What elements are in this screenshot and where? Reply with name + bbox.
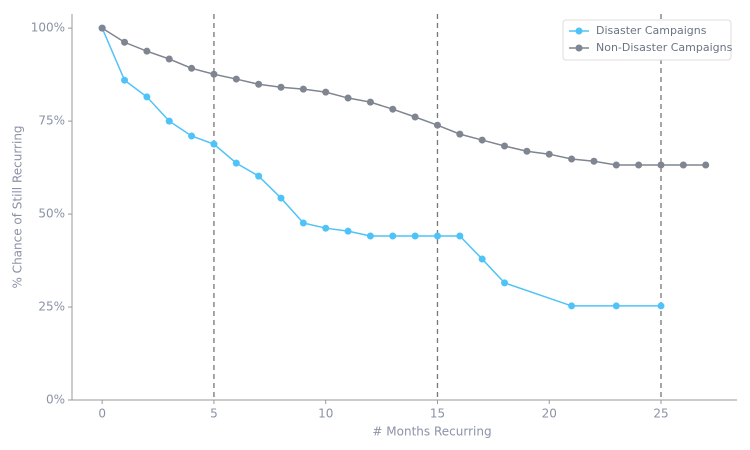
data-point xyxy=(635,161,643,169)
legend-box xyxy=(562,19,732,61)
x-tick-label: 15 xyxy=(430,407,445,421)
data-point xyxy=(188,132,196,140)
data-point xyxy=(523,147,531,155)
data-point xyxy=(657,161,665,169)
series-line xyxy=(101,27,661,307)
data-point xyxy=(232,75,240,83)
data-point xyxy=(322,224,330,232)
data-point xyxy=(657,302,665,310)
legend-label: Disaster Campaigns xyxy=(596,24,707,37)
data-point xyxy=(702,161,710,169)
legend: Disaster Campaigns Non-Disaster Campaigns xyxy=(562,19,733,61)
data-point xyxy=(456,130,464,138)
data-point xyxy=(366,232,374,240)
y-tick-label: 75% xyxy=(38,114,65,128)
data-point xyxy=(679,161,687,169)
data-point xyxy=(478,255,486,263)
data-point xyxy=(188,64,196,72)
data-point xyxy=(210,70,218,78)
data-point xyxy=(389,232,397,240)
x-tick-label: 25 xyxy=(653,407,668,421)
data-point xyxy=(501,142,509,150)
data-point xyxy=(121,38,129,46)
x-tick-label: 0 xyxy=(98,407,106,421)
legend-label: Non-Disaster Campaigns xyxy=(596,41,733,54)
data-point xyxy=(433,121,441,129)
data-point xyxy=(143,47,151,55)
y-tick-label: 25% xyxy=(38,300,65,314)
series-line xyxy=(101,27,706,166)
x-tick-label: 5 xyxy=(210,407,218,421)
data-point xyxy=(433,232,441,240)
data-point xyxy=(344,94,352,102)
data-point xyxy=(277,194,285,202)
data-point xyxy=(98,24,106,32)
data-point xyxy=(232,159,240,167)
data-point xyxy=(165,117,173,125)
data-point xyxy=(165,55,173,63)
data-point xyxy=(277,83,285,91)
data-point xyxy=(411,232,419,240)
data-point xyxy=(389,105,397,113)
data-point xyxy=(299,85,307,93)
data-point xyxy=(121,76,129,84)
legend-marker xyxy=(575,27,583,35)
data-point xyxy=(322,88,330,96)
x-tick-label: 20 xyxy=(542,407,557,421)
data-point xyxy=(143,93,151,101)
data-point xyxy=(255,80,263,88)
data-point xyxy=(612,161,620,169)
data-point xyxy=(344,227,352,235)
data-point xyxy=(545,150,553,158)
y-tick-label: 100% xyxy=(31,21,65,35)
data-point xyxy=(568,155,576,163)
data-point xyxy=(411,113,419,121)
data-point xyxy=(478,136,486,144)
data-point xyxy=(568,302,576,310)
y-tick-label: 50% xyxy=(38,207,65,221)
data-point xyxy=(501,279,509,287)
x-axis-label: # Months Recurring xyxy=(372,425,491,439)
legend-marker xyxy=(575,44,583,52)
data-point xyxy=(366,98,374,106)
x-tick-label: 10 xyxy=(318,407,333,421)
data-point xyxy=(456,232,464,240)
y-axis-label: % Chance of Still Recurring xyxy=(11,125,25,288)
data-point xyxy=(255,172,263,180)
data-point xyxy=(612,302,620,310)
data-point xyxy=(590,157,598,165)
data-point xyxy=(210,140,218,148)
data-point xyxy=(299,219,307,227)
y-tick-label: 0% xyxy=(46,393,65,407)
